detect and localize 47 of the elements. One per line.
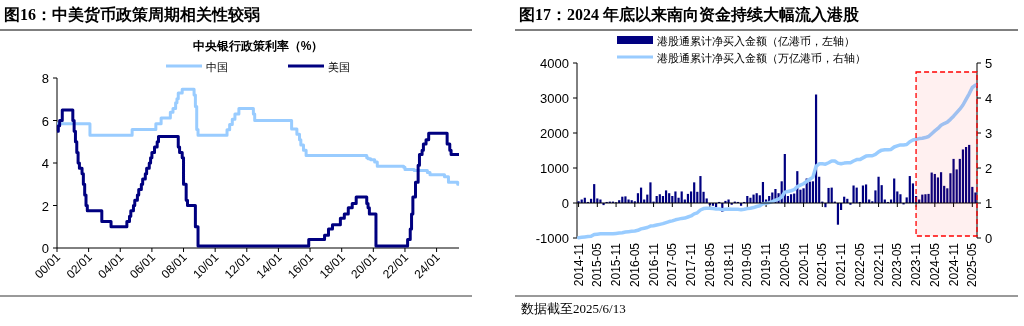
x-tick-label: 2018-11 xyxy=(721,242,736,287)
y-tick-label: 2000 xyxy=(540,126,569,141)
chart-title: 图17：2024 年底以来南向资金持续大幅流入港股 xyxy=(519,5,860,23)
x-tick-label: 2021-11 xyxy=(834,242,849,287)
x-tick-label: 2016-11 xyxy=(646,242,661,287)
x-tick-label: 2019-11 xyxy=(759,242,774,287)
x-tick-label: 2024-11 xyxy=(946,242,961,287)
y2-tick-label: 2 xyxy=(985,161,993,176)
y-tick-label: 8 xyxy=(41,71,49,86)
chart-title: 图16：中美货币政策周期相关性较弱 xyxy=(4,5,260,24)
y-tick-label: 4000 xyxy=(540,56,569,71)
y-tick-label: -1000 xyxy=(535,231,569,246)
x-tick-label: 2020-11 xyxy=(796,242,811,287)
x-tick-label: 2015-05 xyxy=(590,242,605,288)
x-tick-label: 2021-05 xyxy=(815,242,830,288)
y2-tick-label: 5 xyxy=(985,56,993,71)
x-tick-label: 2022-05 xyxy=(852,242,867,288)
y2-tick-label: 0 xyxy=(985,231,993,246)
x-tick-label: 2017-11 xyxy=(684,242,699,287)
x-tick-label: 2020-05 xyxy=(777,242,792,288)
y-tick-label: 2 xyxy=(41,198,49,214)
x-tick-label: 2016-05 xyxy=(627,242,642,288)
legend-label: 美国 xyxy=(328,61,350,73)
x-tick-label: 2014-11 xyxy=(571,242,586,287)
x-tick-label: 2024-05 xyxy=(927,242,942,288)
y2-tick-label: 4 xyxy=(985,91,993,106)
x-tick-label: 2018-05 xyxy=(702,242,717,288)
y-tick-label: 6 xyxy=(41,113,49,129)
y-tick-label: 0 xyxy=(41,241,49,256)
y-tick-label: 0 xyxy=(561,196,569,211)
text: 数据截至2025/6/13 xyxy=(521,301,626,316)
y2-tick-label: 3 xyxy=(985,126,993,141)
chart-subtitle: 中央银行政策利率（%） xyxy=(192,39,324,53)
y-tick-label: 3000 xyxy=(540,91,569,106)
x-tick-label: 2022-11 xyxy=(871,242,886,287)
x-tick-label: 2023-11 xyxy=(909,242,924,287)
x-tick-label: 2019-05 xyxy=(740,242,755,288)
legend-label: 中国 xyxy=(206,61,228,73)
y-tick-label: 4 xyxy=(41,156,49,171)
x-tick-label: 2017-05 xyxy=(665,242,680,288)
y-tick-label: 1000 xyxy=(540,161,569,176)
x-tick-label: 2025-05 xyxy=(965,242,980,288)
x-tick-label: 2015-11 xyxy=(609,242,624,287)
legend-label: 港股通累计净买入金额（万亿港币，右轴） xyxy=(657,52,866,64)
x-tick-label: 2023-05 xyxy=(890,242,905,288)
y2-tick-label: 1 xyxy=(985,196,993,211)
legend-label: 港股通累计净买入金额（亿港币，左轴） xyxy=(657,35,855,47)
